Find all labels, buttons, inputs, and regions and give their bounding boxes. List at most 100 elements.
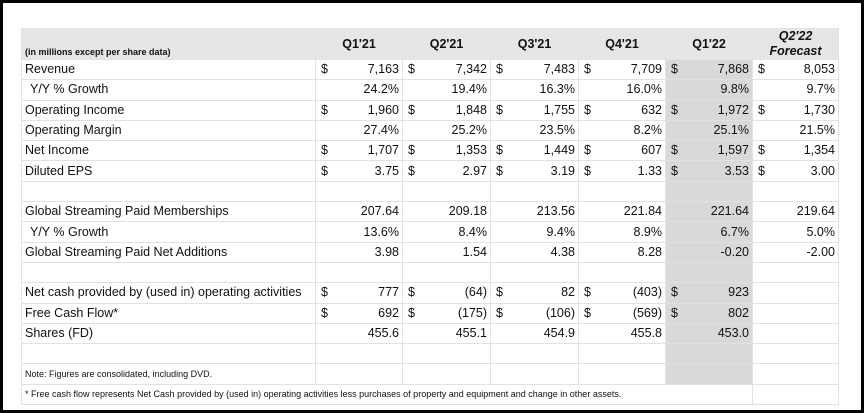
value: 213.56 — [536, 204, 575, 219]
empty-cell — [578, 363, 666, 385]
value: 1.54 — [462, 244, 487, 259]
empty-cell — [402, 180, 491, 203]
row-label: Y/Y % Growth — [21, 221, 316, 243]
value: 454.9 — [543, 326, 575, 340]
column-header: Q2'21 — [402, 28, 491, 60]
value-cell: 5.0% — [752, 221, 839, 243]
value-cell: $3.53 — [665, 160, 753, 182]
currency-symbol: $ — [408, 163, 415, 178]
value-cell: 25.2% — [402, 119, 491, 142]
value: 453.0 — [717, 326, 749, 340]
empty-cell — [665, 180, 753, 203]
row-label: Free Cash Flow* — [21, 302, 316, 324]
currency-symbol: $ — [758, 62, 765, 77]
value-cell: 454.9 — [490, 322, 579, 345]
value: 1.33 — [637, 163, 662, 178]
currency-symbol: $ — [671, 143, 678, 158]
value-cell: 209.18 — [402, 201, 491, 223]
value: 23.5% — [539, 123, 575, 138]
row-label: Net cash provided by (used in) operating… — [21, 282, 316, 304]
value-cell: $607 — [578, 140, 666, 162]
value-cell: 8.4% — [402, 221, 491, 243]
table-row: Operating Income $1,960 $1,848 $1,755 $632 $1… — [21, 99, 839, 121]
value: 16.0% — [626, 82, 662, 97]
value-cell: 213.56 — [490, 201, 579, 223]
value-cell: 27.4% — [315, 119, 403, 142]
row-label: Net Income — [21, 140, 316, 162]
column-header: Q3'21 — [490, 28, 579, 60]
empty-cell — [315, 261, 403, 284]
value: 6.7% — [720, 224, 750, 239]
value: 692 — [378, 305, 399, 320]
value: (403) — [632, 285, 662, 300]
value-cell: $ (569) — [578, 302, 666, 324]
table-row: Revenue $7,163 $7,342 $7,483 $7,709 $7,868 $8,… — [21, 58, 839, 81]
empty-cell — [315, 343, 403, 365]
value: 1,354 — [803, 143, 835, 158]
value-cell: 25.1% — [665, 119, 753, 142]
footnote-text: * Free cash flow represents Net Cash pro… — [21, 383, 753, 406]
value-cell: 221.64 — [665, 201, 753, 223]
value-cell: $7,709 — [578, 58, 666, 81]
currency-symbol: $ — [321, 305, 328, 320]
forecast-column-header: Q2'22 Forecast — [752, 28, 839, 60]
value-cell: 8.28 — [578, 241, 666, 263]
value: -2.00 — [806, 244, 836, 259]
value-cell: $ (403) — [578, 282, 666, 304]
currency-symbol: $ — [758, 163, 765, 178]
value-cell: 455.8 — [578, 322, 666, 345]
value: 4.38 — [550, 244, 575, 259]
empty-cell — [21, 343, 316, 365]
row-label: Shares (FD) — [21, 322, 316, 345]
row-label: Operating Income — [21, 99, 316, 121]
value-cell — [752, 282, 839, 304]
column-header: Q1'22 — [665, 28, 753, 60]
empty-cell — [490, 343, 579, 365]
currency-symbol: $ — [496, 143, 503, 158]
table-row: Net cash provided by (used in) operating… — [21, 282, 839, 304]
value: 1,597 — [717, 143, 749, 158]
row-label: Global Streaming Paid Memberships — [21, 201, 316, 223]
empty-cell — [752, 343, 839, 365]
row-label: Diluted EPS — [21, 160, 316, 182]
currency-symbol: $ — [584, 62, 591, 77]
value: 13.6% — [363, 224, 399, 239]
value-cell: 6.7% — [665, 221, 753, 243]
currency-symbol: $ — [584, 285, 591, 300]
value: 19.4% — [451, 82, 487, 97]
currency-symbol: $ — [671, 285, 678, 300]
value-cell: $777 — [315, 282, 403, 304]
value: 9.8% — [720, 82, 750, 97]
value: 3.00 — [810, 163, 835, 178]
empty-cell — [402, 363, 491, 385]
value-cell: 221.84 — [578, 201, 666, 223]
financial-summary-table: (in millions except per share data) Q1'2… — [21, 28, 839, 406]
value: 8.28 — [637, 244, 662, 259]
value-cell: 1.54 — [402, 241, 491, 263]
value-cell: -0.20 — [665, 241, 753, 263]
forecast-quarter: Q2'22 — [778, 29, 813, 44]
value-cell: 4.38 — [490, 241, 579, 263]
value: 1,972 — [717, 102, 749, 117]
column-header: Q1'21 — [315, 28, 403, 60]
value: 24.2% — [363, 82, 399, 97]
value-cell: 207.64 — [315, 201, 403, 223]
value: 8.2% — [633, 123, 663, 138]
value-cell: 3.98 — [315, 241, 403, 263]
value-cell: $ (106) — [490, 302, 579, 324]
currency-symbol: $ — [496, 285, 503, 300]
value-cell: 16.0% — [578, 79, 666, 101]
value: 1,353 — [455, 143, 487, 158]
currency-symbol: $ — [671, 102, 678, 117]
table-row: Global Streaming Paid Memberships 207.64 2… — [21, 201, 839, 223]
value-cell: $7,342 — [402, 58, 491, 81]
empty-cell — [402, 261, 491, 284]
value: 219.64 — [796, 204, 835, 219]
value-cell: 8.2% — [578, 119, 666, 142]
blank-row — [21, 180, 839, 203]
value-cell: $1,755 — [490, 99, 579, 121]
empty-cell — [665, 363, 753, 385]
empty-cell — [21, 180, 316, 203]
value-cell: $3.19 — [490, 160, 579, 182]
table-row: Free Cash Flow* $692 $ (175) $ (106) $ (569) $80… — [21, 302, 839, 324]
